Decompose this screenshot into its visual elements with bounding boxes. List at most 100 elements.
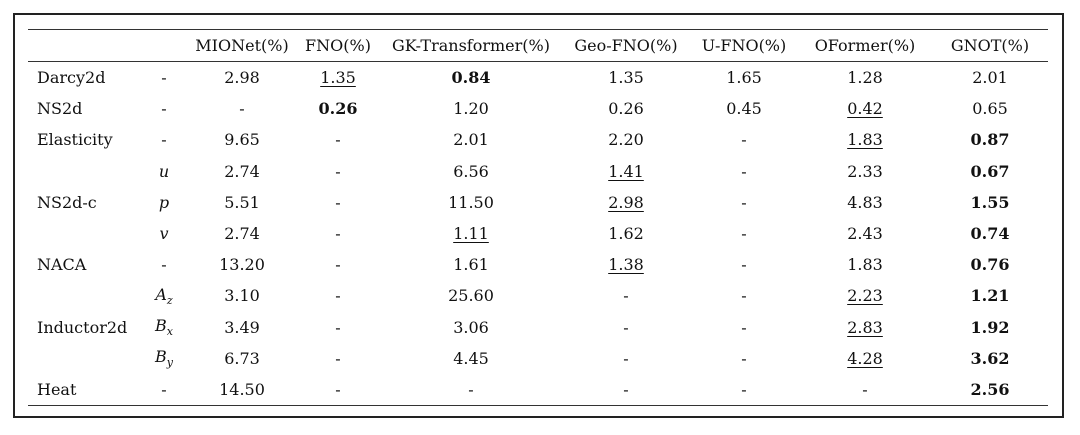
- value-cell: 2.43: [798, 218, 932, 249]
- variable-cell: -: [140, 62, 188, 94]
- value-text: -: [468, 379, 474, 399]
- value-text: -: [741, 286, 747, 306]
- value-text: 1.35: [608, 68, 644, 88]
- value-cell: -: [690, 218, 798, 249]
- column-header: U-FNO(%): [701, 36, 787, 55]
- value-cell: -: [380, 374, 562, 406]
- value-text: 3.10: [224, 286, 260, 306]
- value-cell: 2.56: [932, 374, 1048, 406]
- variable-cell: -: [140, 374, 188, 406]
- dataset-cell: [28, 280, 140, 311]
- value-cell: 1.83: [798, 124, 932, 155]
- dataset-cell: NS2d-c: [37, 192, 97, 212]
- table-row: NACA - 13.20 - 1.61 1.38 - 1.83 0.76: [28, 249, 1048, 280]
- value-cell: 1.21: [932, 280, 1048, 311]
- value-cell: -: [562, 312, 690, 343]
- variable-cell: Bx: [140, 312, 188, 343]
- value-text: -: [623, 317, 629, 337]
- value-cell: 3.62: [932, 343, 1048, 374]
- value-cell: 4.28: [798, 343, 932, 374]
- value-text: 0.67: [970, 161, 1010, 181]
- variable-symbol: B: [155, 347, 167, 367]
- value-cell: -: [188, 93, 296, 124]
- table-header-row: MIONet(%) FNO(%) GK-Transformer(%) Geo-F…: [28, 29, 1048, 62]
- value-cell: -: [798, 374, 932, 406]
- table-row: NS2d-c p 5.51 - 11.50 2.98 - 4.83 1.55: [28, 187, 1048, 218]
- value-cell: 14.50: [188, 374, 296, 406]
- value-text: 0.76: [970, 255, 1010, 275]
- value-text: 1.83: [847, 255, 883, 275]
- value-text: 5.51: [224, 192, 260, 212]
- dataset-cell: Inductor2d: [37, 317, 128, 337]
- variable-cell: u: [140, 156, 188, 187]
- value-cell: 3.10: [188, 280, 296, 311]
- value-cell: 0.42: [798, 93, 932, 124]
- column-header: GNOT(%): [950, 36, 1030, 55]
- value-cell: 1.61: [380, 249, 562, 280]
- dataset-cell: NS2d: [37, 99, 83, 119]
- variable-subscript: x: [166, 325, 173, 339]
- value-cell: -: [296, 187, 380, 218]
- value-cell: 1.28: [798, 62, 932, 94]
- value-text: 6.73: [224, 348, 260, 368]
- value-cell: 1.20: [380, 93, 562, 124]
- value-text: -: [335, 348, 341, 368]
- value-cell: 9.65: [188, 124, 296, 155]
- value-text: -: [623, 348, 629, 368]
- value-cell: 2.01: [380, 124, 562, 155]
- value-text: 4.83: [847, 192, 883, 212]
- value-cell: 3.49: [188, 312, 296, 343]
- value-cell: -: [296, 374, 380, 406]
- value-text: 0.65: [972, 99, 1008, 119]
- value-text: 1.38: [608, 255, 644, 275]
- variable-subscript: z: [166, 294, 173, 307]
- variable-cell: -: [140, 124, 188, 155]
- column-header: MIONet(%): [195, 36, 289, 55]
- value-cell: 4.83: [798, 187, 932, 218]
- value-cell: 25.60: [380, 280, 562, 311]
- value-text: 1.83: [847, 130, 883, 150]
- value-text: 2.56: [970, 379, 1010, 399]
- value-cell: -: [296, 343, 380, 374]
- column-header: OFormer(%): [814, 36, 916, 55]
- column-header: FNO(%): [305, 36, 371, 55]
- value-cell: 1.62: [562, 218, 690, 249]
- value-cell: 1.38: [562, 249, 690, 280]
- variable-symbol: -: [161, 255, 167, 275]
- table-row: Darcy2d - 2.98 1.35 0.84 1.35 1.65 1.28 2.01: [28, 62, 1048, 94]
- value-cell: 0.45: [690, 93, 798, 124]
- value-text: 0.26: [608, 99, 644, 119]
- variable-cell: By: [140, 343, 188, 374]
- value-text: -: [335, 192, 341, 212]
- variable-symbol: A: [155, 284, 167, 304]
- value-text: 2.74: [224, 224, 260, 244]
- value-cell: -: [296, 124, 380, 155]
- value-text: 0.45: [726, 99, 762, 119]
- value-text: 0.26: [318, 99, 358, 119]
- value-cell: -: [562, 280, 690, 311]
- value-cell: 1.65: [690, 62, 798, 94]
- value-text: 2.33: [847, 161, 883, 181]
- value-cell: 2.74: [188, 218, 296, 249]
- value-text: 2.98: [608, 192, 644, 212]
- value-text: -: [335, 286, 341, 306]
- variable-symbol: -: [161, 68, 167, 88]
- value-text: 2.74: [224, 161, 260, 181]
- variable-cell: -: [140, 93, 188, 124]
- value-cell: 1.55: [932, 187, 1048, 218]
- value-text: 25.60: [448, 286, 494, 306]
- value-text: 0.74: [970, 224, 1010, 244]
- table-row: Az 3.10 - 25.60 - - 2.23 1.21: [28, 280, 1048, 311]
- dataset-cell: [28, 156, 140, 187]
- value-text: 2.01: [453, 130, 489, 150]
- value-text: 11.50: [448, 192, 494, 212]
- column-header: GK-Transformer(%): [392, 36, 550, 55]
- dataset-cell: [28, 343, 140, 374]
- value-text: -: [335, 379, 341, 399]
- value-cell: -: [296, 280, 380, 311]
- table-row: Heat - 14.50 - - - - - 2.56: [28, 374, 1048, 406]
- table-row: By 6.73 - 4.45 - - 4.28 3.62: [28, 343, 1048, 374]
- value-cell: 0.67: [932, 156, 1048, 187]
- dataset-cell: Heat: [37, 379, 77, 399]
- value-text: 0.87: [970, 130, 1010, 150]
